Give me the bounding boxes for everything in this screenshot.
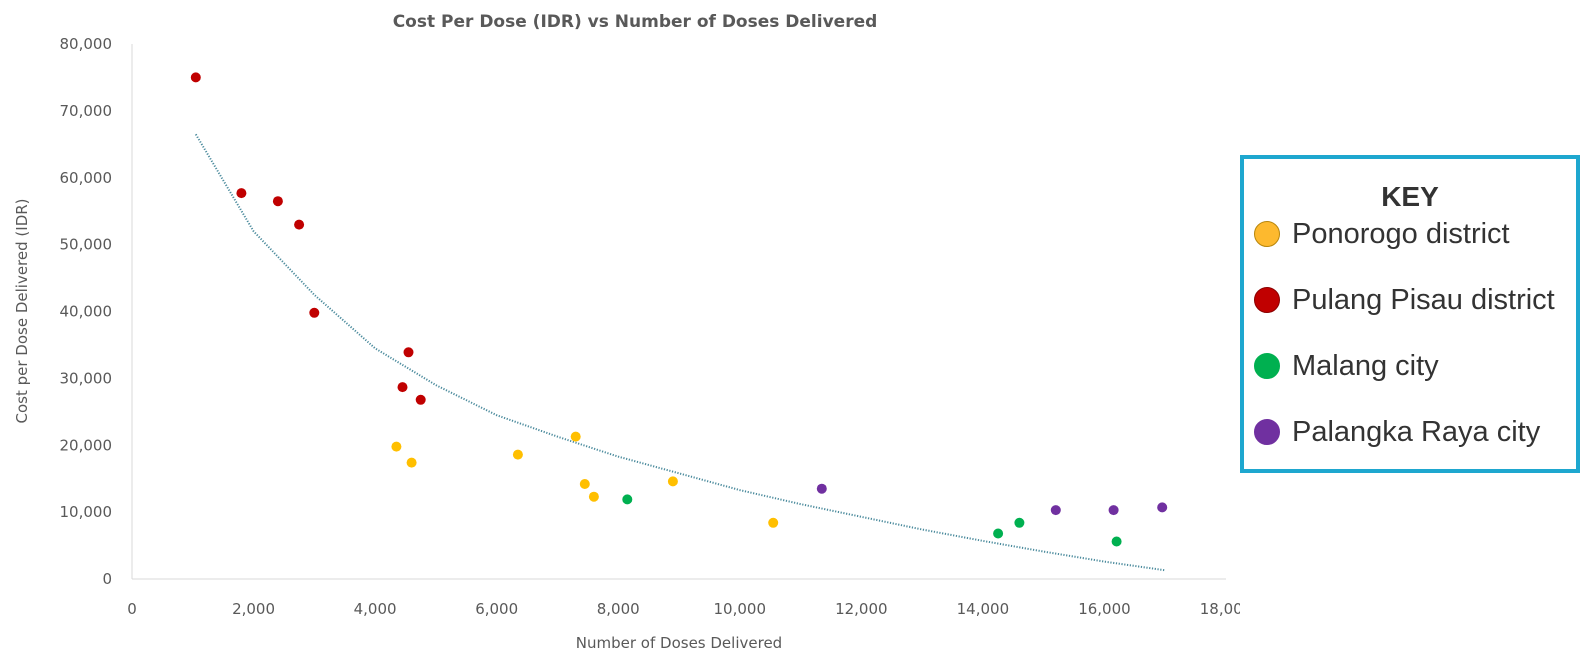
y-tick-label: 20,000 [60, 436, 113, 454]
legend-title: KEY [1381, 181, 1439, 212]
legend-item: Malang city [1254, 346, 1439, 386]
y-tick-label: 10,000 [60, 503, 113, 521]
data-point [415, 394, 426, 405]
data-point [1050, 505, 1061, 516]
x-tick-label: 12,000 [835, 600, 888, 618]
data-point [588, 491, 599, 502]
axes [131, 44, 1226, 580]
data-point [309, 307, 320, 318]
legend-swatch-icon [1254, 287, 1280, 313]
x-tick-label: 8,000 [597, 600, 640, 618]
data-point [294, 219, 305, 230]
legend-item: Ponorogo district [1254, 214, 1510, 254]
data-point [667, 476, 678, 487]
legend-item: Palangka Raya city [1254, 412, 1540, 452]
legend-swatch-icon [1254, 353, 1280, 379]
data-point [816, 483, 827, 494]
data-point [1014, 517, 1025, 528]
scatter-chart: Cost Per Dose (IDR) vs Number of Doses D… [13, 12, 1240, 652]
data-point [1157, 502, 1168, 513]
data-point [993, 528, 1004, 539]
legend-label: Pulang Pisau district [1292, 283, 1555, 316]
data-point [272, 196, 283, 207]
x-tick-label: 10,000 [714, 600, 767, 618]
data-point [579, 479, 590, 489]
x-tick-label: 18,000 [1200, 600, 1240, 618]
data-point [236, 188, 247, 199]
data-point [403, 347, 414, 358]
data-point [512, 449, 523, 460]
legend-label: Ponorogo district [1292, 217, 1510, 250]
y-tick-label: 0 [102, 570, 112, 588]
legend-item: Pulang Pisau district [1254, 280, 1555, 320]
trendline [194, 133, 1166, 572]
legend-swatch-icon [1254, 221, 1280, 247]
y-tick-label: 50,000 [60, 236, 113, 254]
y-tick-label: 80,000 [60, 35, 113, 53]
legend-label: Palangka Raya city [1292, 415, 1541, 448]
y-tick-label: 70,000 [60, 102, 113, 120]
legend-label: Malang city [1292, 349, 1439, 382]
x-axis-title: Number of Doses Delivered [576, 634, 782, 652]
x-tick-label: 2,000 [232, 600, 275, 618]
y-tick-labels: 0 10,000 20,000 30,000 40,000 50,000 60,000 70,… [60, 35, 113, 588]
y-tick-label: 30,000 [60, 369, 113, 387]
y-axis-title: Cost per Dose Delivered (IDR) [13, 198, 31, 423]
data-point [768, 517, 779, 528]
chart-title: Cost Per Dose (IDR) vs Number of Doses D… [393, 12, 878, 32]
data-point [570, 431, 581, 442]
y-tick-label: 60,000 [60, 169, 113, 187]
data-point [622, 494, 633, 505]
data-point [1111, 536, 1122, 547]
x-tick-label: 4,000 [354, 600, 397, 618]
data-point [1108, 505, 1119, 516]
x-tick-label: 16,000 [1078, 600, 1131, 618]
x-tick-label: 0 [127, 600, 137, 618]
x-tick-label: 6,000 [475, 600, 518, 618]
data-point [190, 72, 201, 83]
legend-swatch-icon [1254, 419, 1280, 445]
x-tick-labels: 0 2,000 4,000 6,000 8,000 10,000 12,000 14,000 1… [127, 600, 1240, 618]
data-points [190, 72, 1168, 547]
data-point [391, 441, 402, 452]
y-tick-label: 40,000 [60, 303, 113, 321]
data-point [397, 382, 408, 393]
x-tick-label: 14,000 [957, 600, 1010, 618]
legend-key-box: KEY Ponorogo district Pulang Pisau distri… [1240, 155, 1580, 473]
data-point [406, 457, 417, 468]
